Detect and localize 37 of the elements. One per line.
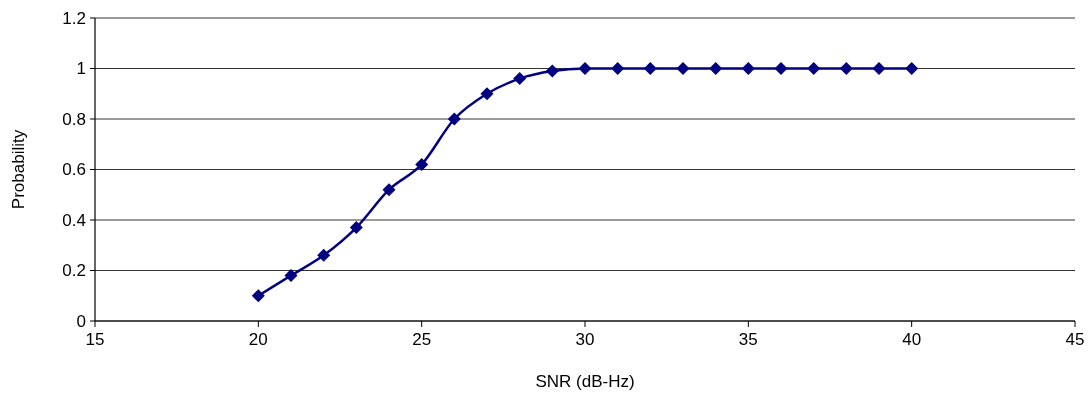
point: [251, 289, 265, 303]
point: [382, 183, 396, 197]
x-tick-label: 35: [738, 330, 758, 349]
y-tick-label: 0.4: [62, 210, 86, 230]
point: [872, 62, 886, 75]
y-tick-label: 0: [76, 311, 86, 331]
point: [480, 87, 494, 101]
point: [709, 62, 723, 75]
point: [611, 62, 625, 75]
x-tick-label: 15: [85, 330, 105, 349]
x-tick-label: 25: [412, 330, 432, 349]
y-tick-label: 0.8: [62, 109, 86, 129]
y-tick-label: 1: [76, 59, 86, 79]
point: [905, 62, 919, 75]
x-tick-label: 40: [902, 330, 922, 349]
point: [317, 248, 331, 262]
point: [807, 62, 821, 75]
point: [415, 157, 429, 171]
point: [513, 72, 527, 86]
y-tick-label: 1.2: [62, 8, 86, 28]
y-tick-label: 0.6: [62, 160, 86, 180]
point: [578, 62, 592, 75]
point: [349, 221, 363, 235]
point: [643, 62, 657, 75]
x-tick-label: 20: [248, 330, 268, 349]
point: [741, 62, 755, 75]
x-tick-label: 45: [1065, 330, 1085, 349]
x-axis-title: SNR (dB-Hz): [535, 372, 635, 391]
x-tick-label: 30: [575, 330, 595, 349]
y-tick-label: 0.2: [62, 261, 86, 281]
point: [447, 112, 461, 126]
point: [284, 269, 298, 283]
point: [676, 62, 690, 75]
y-axis-title: Probability: [9, 129, 28, 210]
point: [839, 62, 853, 75]
point: [545, 64, 559, 78]
point: [774, 62, 788, 75]
